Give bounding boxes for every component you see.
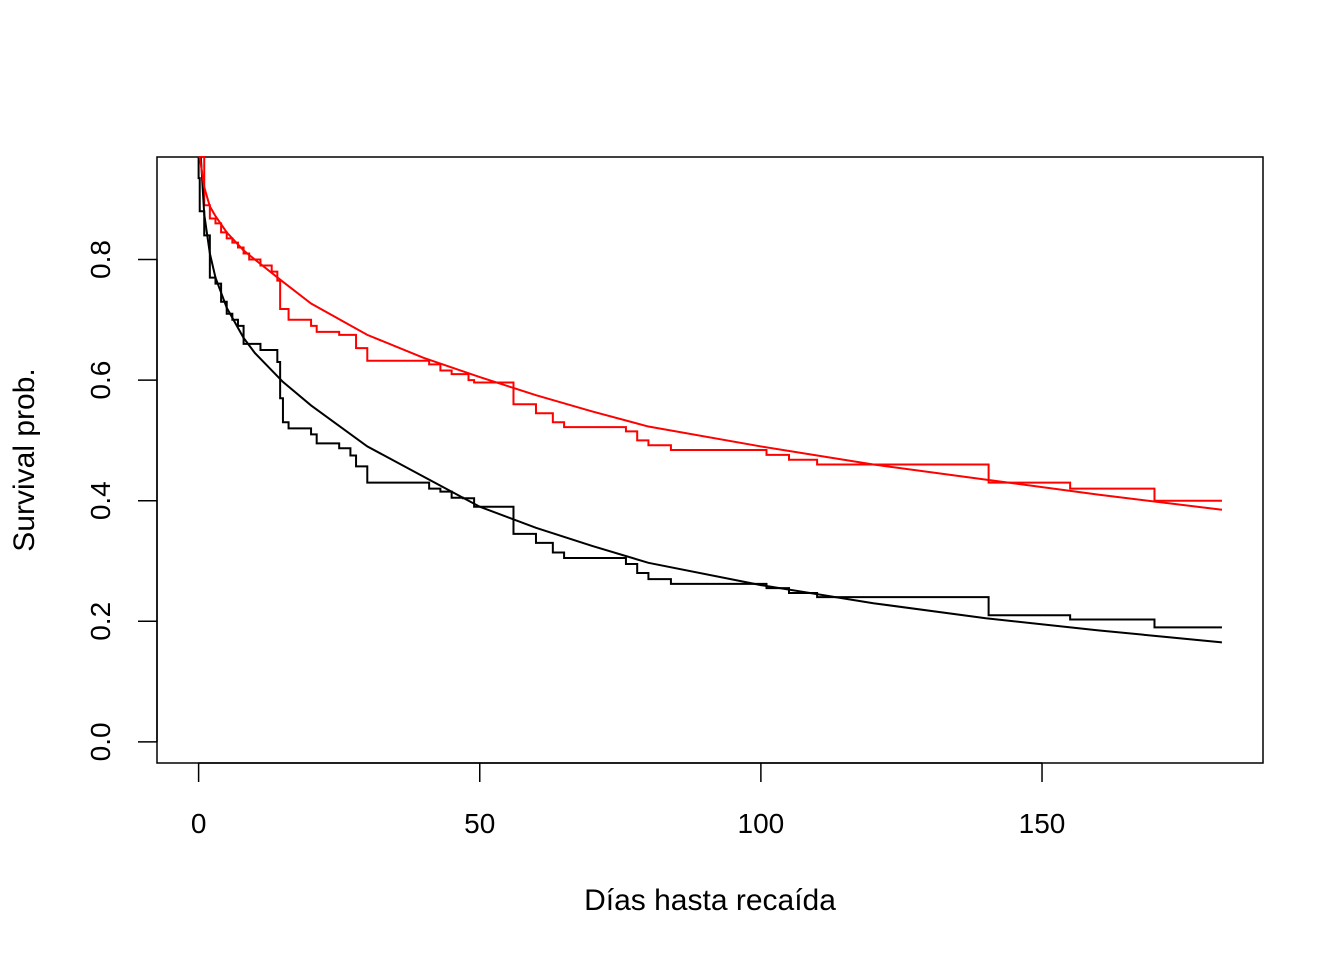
y-tick-label: 0.6 (85, 361, 116, 400)
x-tick-label: 150 (1019, 808, 1066, 839)
y-axis: 0.0 0.2 0.4 0.6 0.8 (85, 240, 158, 761)
y-tick-label: 0.8 (85, 240, 116, 279)
series-layer (197, 156, 1223, 644)
x-tick-label: 0 (191, 808, 207, 839)
black-fitted-curve (199, 156, 1223, 644)
x-tick-label: 100 (738, 808, 785, 839)
y-axis-label: Survival prob. (8, 368, 41, 551)
red-fitted-curve (198, 156, 1223, 511)
x-axis: 0 50 100 150 (191, 762, 1066, 839)
plot-frame (156, 156, 1264, 764)
red-step-curve (198, 156, 1222, 502)
y-tick-label: 0.2 (85, 602, 116, 641)
y-tick-label: 0.0 (85, 722, 116, 761)
x-axis-label: Días hasta recaída (584, 884, 836, 917)
black-step-curve (197, 157, 1222, 629)
x-tick-label: 50 (464, 808, 495, 839)
y-tick-label: 0.4 (85, 481, 116, 520)
